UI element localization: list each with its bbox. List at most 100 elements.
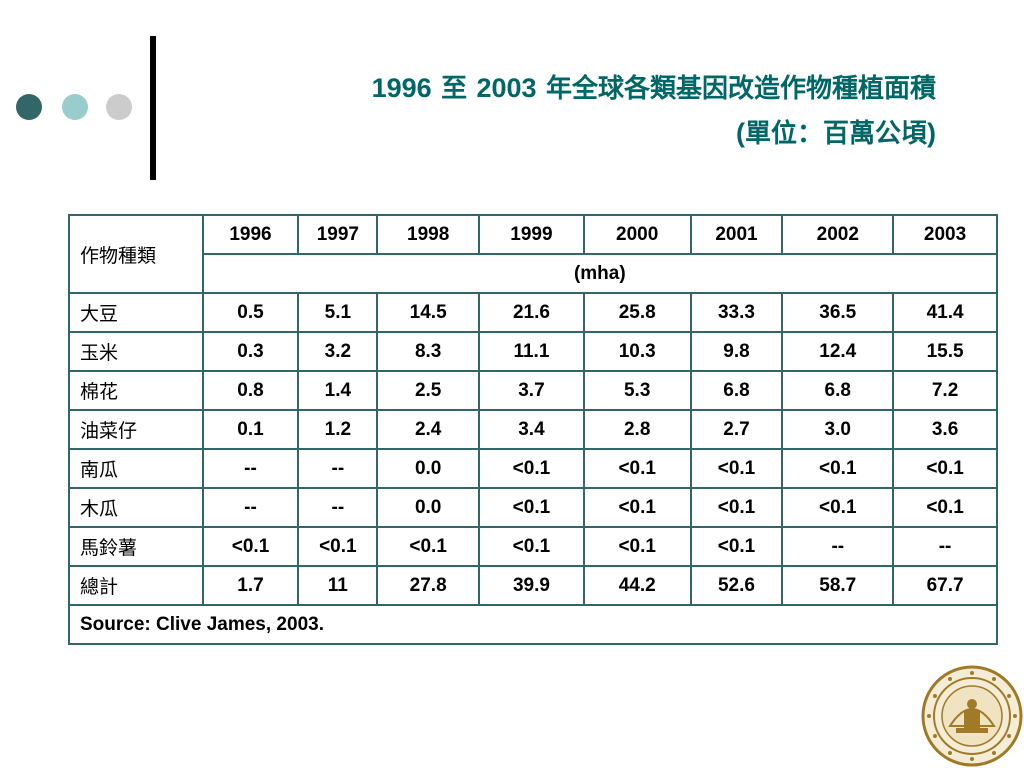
unit-label: (mha)	[201, 253, 999, 294]
table-row: 馬鈴薯 <0.1 <0.1 <0.1 <0.1 <0.1 <0.1 -- --	[68, 526, 998, 567]
table-cell: --	[892, 526, 998, 567]
table-cell: 3.4	[478, 409, 585, 450]
crop-label: 玉米	[68, 331, 204, 372]
decor-dot-dark-icon	[16, 94, 42, 120]
table-cell: 0.5	[201, 292, 300, 333]
table-cell: 3.6	[892, 409, 998, 450]
table-header-row: 作物種類 1996 1997 1998 1999 2000 2001 2002 …	[68, 214, 998, 294]
table-row: 棉花 0.8 1.4 2.5 3.7 5.3 6.8 6.8 7.2	[68, 370, 998, 411]
table-cell: 1.4	[297, 370, 379, 411]
table-cell: --	[297, 448, 379, 489]
crop-label: 馬鈴薯	[68, 526, 204, 567]
table-cell: <0.1	[781, 448, 895, 489]
title-to: 至	[441, 74, 468, 104]
table-cell: 58.7	[781, 565, 895, 606]
source-row: Source: Clive James, 2003.	[68, 604, 998, 645]
table-cell: 67.7	[892, 565, 998, 606]
table-cell: 36.5	[781, 292, 895, 333]
table-row: 玉米 0.3 3.2 8.3 11.1 10.3 9.8 12.4 15.5	[68, 331, 998, 372]
unit-row: (mha)	[69, 253, 999, 294]
table-cell: 2.7	[689, 409, 784, 450]
table-cell: <0.1	[201, 526, 300, 567]
university-seal-icon	[921, 665, 1023, 767]
title-rest: 年全球各類基因改造作物種植面積	[545, 74, 936, 104]
table-cell: 9.8	[689, 331, 784, 372]
title-year-end: 2003	[476, 73, 537, 103]
table-cell: <0.1	[892, 448, 998, 489]
table-cell: 8.3	[376, 331, 481, 372]
table-cell: 0.0	[376, 448, 481, 489]
crop-label: 木瓜	[68, 487, 204, 528]
table-cell: 15.5	[892, 331, 998, 372]
table-row: 油菜仔 0.1 1.2 2.4 3.4 2.8 2.7 3.0 3.6	[68, 409, 998, 450]
table-cell: <0.1	[689, 487, 784, 528]
table-cell: 5.3	[582, 370, 692, 411]
table-cell: <0.1	[582, 487, 692, 528]
corner-label: 作物種類	[68, 214, 204, 294]
table-cell: 39.9	[478, 565, 585, 606]
title-line-1: 1996 至 2003 年全球各類基因改造作物種植面積	[160, 66, 936, 111]
table-cell: <0.1	[582, 448, 692, 489]
subtitle-text: 單位：百萬公頃	[744, 119, 927, 149]
table-cell: 1.2	[297, 409, 379, 450]
table-cell: 3.7	[478, 370, 585, 411]
table-cell: 6.8	[781, 370, 895, 411]
table-cell: <0.1	[478, 526, 585, 567]
table-cell: <0.1	[582, 526, 692, 567]
table-cell: 27.8	[376, 565, 481, 606]
decor-dot-light-icon	[62, 94, 88, 120]
year-header: 2000	[582, 214, 692, 255]
table-cell: --	[201, 448, 300, 489]
table-cell: 41.4	[892, 292, 998, 333]
total-row: 總計 1.7 11 27.8 39.9 44.2 52.6 58.7 67.7	[68, 565, 998, 606]
table-cell: 3.0	[781, 409, 895, 450]
table-cell: 52.6	[689, 565, 784, 606]
table-cell: 3.2	[297, 331, 379, 372]
subtitle-open: (	[735, 118, 745, 148]
table-cell: 0.1	[201, 409, 300, 450]
table-row: 木瓜 -- -- 0.0 <0.1 <0.1 <0.1 <0.1 <0.1	[68, 487, 998, 528]
year-header: 2002	[781, 214, 895, 255]
crop-label: 大豆	[68, 292, 204, 333]
table-cell: 12.4	[781, 331, 895, 372]
table-cell: 5.1	[297, 292, 379, 333]
table-row: 大豆 0.5 5.1 14.5 21.6 25.8 33.3 36.5 41.4	[68, 292, 998, 333]
table-cell: 0.0	[376, 487, 481, 528]
year-header: 1999	[478, 214, 585, 255]
table-cell: <0.1	[781, 487, 895, 528]
year-header: 1996	[201, 214, 300, 255]
table-cell: 2.4	[376, 409, 481, 450]
table-cell: 0.8	[201, 370, 300, 411]
year-header: 1997	[297, 214, 379, 255]
table-cell: --	[297, 487, 379, 528]
title-line-2: (單位：百萬公頃)	[160, 111, 936, 156]
crop-label: 總計	[68, 565, 204, 606]
year-header: 2001	[689, 214, 784, 255]
table-cell: 2.8	[582, 409, 692, 450]
table-cell: 2.5	[376, 370, 481, 411]
table-cell: 1.7	[201, 565, 300, 606]
table-cell: 25.8	[582, 292, 692, 333]
table-cell: <0.1	[297, 526, 379, 567]
gm-crop-area-table: 作物種類 1996 1997 1998 1999 2000 2001 2002 …	[68, 214, 999, 645]
table-cell: 21.6	[478, 292, 585, 333]
crop-label: 油菜仔	[68, 409, 204, 450]
table-cell: 6.8	[689, 370, 784, 411]
table-cell: <0.1	[478, 487, 585, 528]
table-row: 南瓜 -- -- 0.0 <0.1 <0.1 <0.1 <0.1 <0.1	[68, 448, 998, 489]
table-cell: --	[201, 487, 300, 528]
table-cell: 10.3	[582, 331, 692, 372]
decor-dot-gray-icon	[106, 94, 132, 120]
subtitle-close: )	[927, 118, 936, 148]
table-cell: 0.3	[201, 331, 300, 372]
table-cell: 44.2	[582, 565, 692, 606]
table-cell: <0.1	[689, 526, 784, 567]
table-cell: 7.2	[892, 370, 998, 411]
slide-title: 1996 至 2003 年全球各類基因改造作物種植面積 (單位：百萬公頃)	[160, 66, 936, 156]
source-note: Source: Clive James, 2003.	[68, 604, 998, 645]
title-year-start: 1996	[371, 73, 432, 103]
table-cell: 11	[297, 565, 379, 606]
table-cell: <0.1	[689, 448, 784, 489]
table-cell: <0.1	[892, 487, 998, 528]
crop-label: 棉花	[68, 370, 204, 411]
